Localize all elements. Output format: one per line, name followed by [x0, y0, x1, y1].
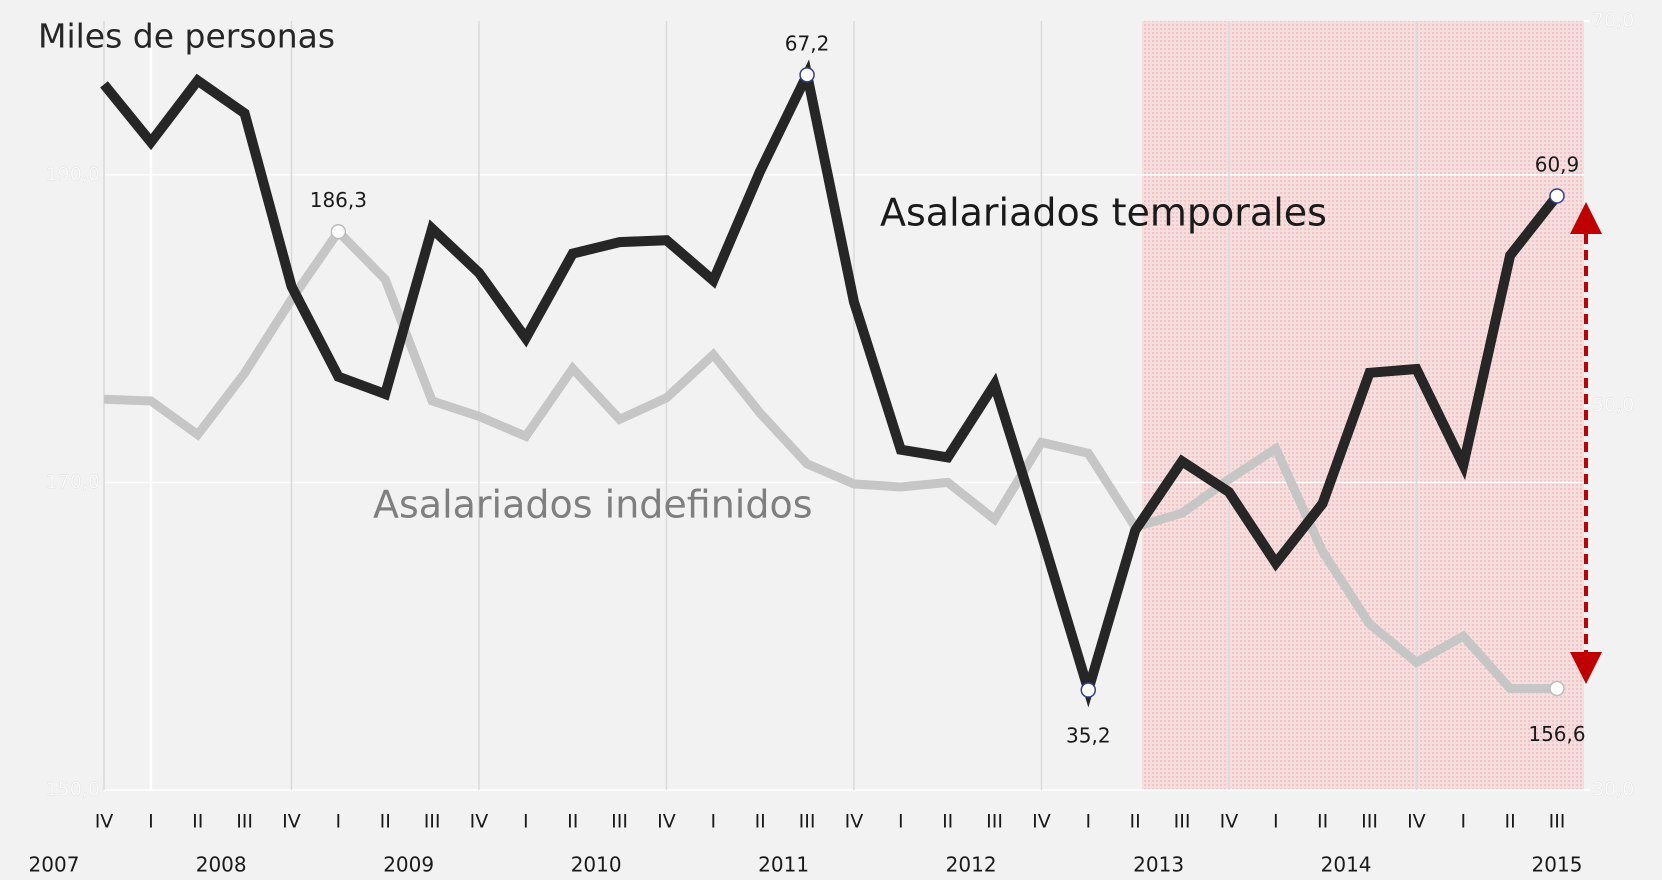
x-tick-label: IV	[1032, 811, 1051, 833]
year-label: 2012	[946, 853, 997, 877]
x-tick-label: II	[942, 811, 953, 833]
x-tick-label: III	[986, 811, 1003, 833]
x-tick-label: III	[424, 811, 441, 833]
data-label: 156,6	[1528, 722, 1585, 746]
x-tick-label: IV	[282, 811, 301, 833]
x-tick-label: III	[1549, 811, 1566, 833]
x-tick-label: III	[799, 811, 816, 833]
y-axis-label: Miles de personas	[38, 17, 335, 56]
annotation: Asalariados indefinidos	[373, 483, 813, 527]
point-marker	[1080, 682, 1097, 698]
x-tick-label: II	[380, 811, 391, 833]
series-line	[100, 59, 1561, 708]
x-tick-label: I	[1460, 811, 1466, 833]
x-tick-label: I	[898, 811, 904, 833]
data-label: 186,3	[310, 188, 367, 212]
year-label: 2007	[29, 853, 80, 877]
y2-tick-label: 50,0	[1592, 394, 1634, 416]
x-tick-label: II	[192, 811, 203, 833]
data-label: 67,2	[785, 31, 830, 55]
x-tick-label: IV	[657, 811, 676, 833]
x-tick-label: I	[711, 811, 717, 833]
x-tick-label: II	[1505, 811, 1516, 833]
data-label: 35,2	[1066, 724, 1111, 748]
x-tick-label: I	[1085, 811, 1091, 833]
x-tick-label: III	[236, 811, 253, 833]
year-label: 2011	[758, 853, 809, 877]
point-marker	[1549, 188, 1565, 204]
year-label: 2008	[196, 853, 247, 877]
y-tick-label: 190,0	[46, 163, 100, 185]
y-tick-label: 170,0	[46, 471, 100, 493]
x-tick-label: II	[567, 811, 578, 833]
x-tick-label: III	[1361, 811, 1378, 833]
x-tick-label: II	[1317, 811, 1328, 833]
x-tick-label: IV	[845, 811, 864, 833]
x-tick-label: IV	[1220, 811, 1239, 833]
point-marker	[330, 223, 347, 240]
year-label: 2015	[1532, 853, 1583, 877]
x-tick-label: III	[611, 811, 628, 833]
year-label: 2009	[383, 853, 434, 877]
point-marker	[799, 67, 815, 83]
year-label: 2010	[571, 853, 622, 877]
x-tick-label: II	[755, 811, 766, 833]
x-tick-label: I	[336, 811, 342, 833]
year-label: 2014	[1321, 853, 1372, 877]
annotation: Asalariados temporales	[880, 191, 1327, 235]
x-tick-label: I	[523, 811, 529, 833]
x-tick-label: I	[148, 811, 154, 833]
x-tick-label: IV	[470, 811, 489, 833]
x-tick-label: IV	[1407, 811, 1426, 833]
x-tick-label: IV	[95, 811, 114, 833]
x-tick-label: I	[1273, 811, 1279, 833]
series-line	[103, 224, 1557, 693]
year-label: 2013	[1133, 853, 1184, 877]
y-tick-label: 150,0	[46, 779, 100, 801]
y2-tick-label: 70,0	[1592, 10, 1634, 32]
x-tick-label: II	[1130, 811, 1141, 833]
y2-tick-label: 30,0	[1592, 779, 1634, 801]
point-marker	[1549, 680, 1565, 697]
x-tick-label: III	[1174, 811, 1191, 833]
data-label: 60,9	[1535, 152, 1580, 176]
